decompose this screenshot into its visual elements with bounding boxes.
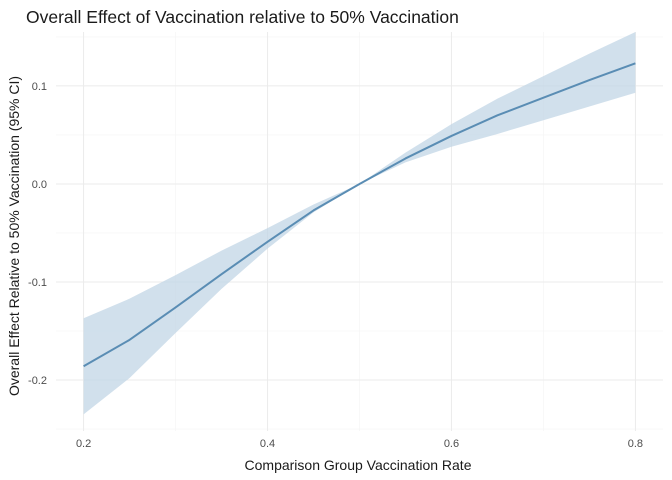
effect-line xyxy=(83,62,636,368)
x-axis-label: Comparison Group Vaccination Rate xyxy=(245,457,472,473)
confidence-band xyxy=(83,32,636,415)
y-axis-ticks: -0.2 -0.1 0.0 0.1 xyxy=(28,81,47,387)
y-tick-label: -0.2 xyxy=(28,375,47,387)
y-tick-label: 0.1 xyxy=(32,81,47,93)
grid-lines xyxy=(56,32,663,431)
chart-title: Overall Effect of Vaccination relative t… xyxy=(26,7,459,27)
y-tick-label: 0.0 xyxy=(32,179,47,191)
x-tick-label: 0.6 xyxy=(444,438,459,450)
x-axis-ticks: 0.2 0.4 0.6 0.8 xyxy=(76,438,643,450)
plot-area: 0.2 0.4 0.6 0.8 -0.2 -0.1 0.0 0.1 xyxy=(28,32,663,450)
x-tick-label: 0.2 xyxy=(76,438,91,450)
x-tick-label: 0.8 xyxy=(628,438,643,450)
y-axis-label: Overall Effect Relative to 50% Vaccinati… xyxy=(6,76,22,396)
y-tick-label: -0.1 xyxy=(28,277,47,289)
x-tick-label: 0.4 xyxy=(260,438,275,450)
